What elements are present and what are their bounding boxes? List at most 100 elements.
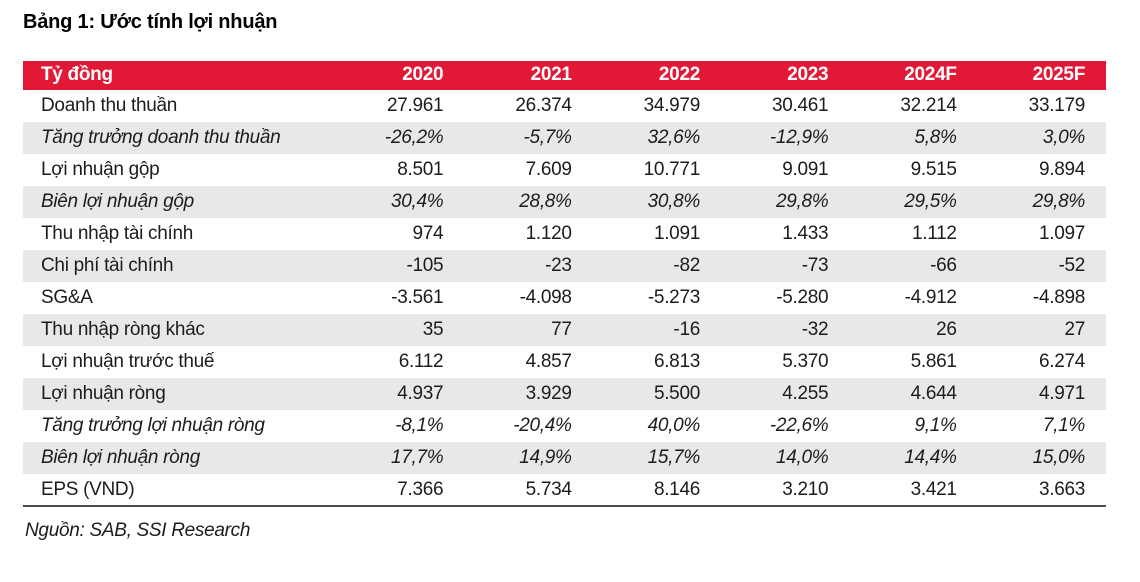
value-cell: 9.091: [782, 159, 829, 180]
profit-estimates-table: Tỷ đồng 2020 2021 2022 2023 2024F 2025F Doanh…: [23, 61, 1106, 507]
unit-label-header-cell: Tỷ đồng: [23, 61, 336, 90]
year-header-cell: 2025F: [977, 61, 1106, 90]
value-cell: 9,1%: [914, 415, 957, 436]
value-cell: 3,0%: [1042, 127, 1085, 148]
value-cell: -3.561: [391, 287, 444, 308]
table-row: Biên lợi nhuận gộp 30,4% 28,8% 30,8% 29,8% 29…: [23, 186, 1106, 218]
value-cell: -73: [801, 255, 829, 276]
value-cell: 28,8%: [519, 191, 572, 212]
value-cell: 30.461: [771, 95, 829, 116]
row-label: Lợi nhuận ròng: [41, 383, 166, 404]
value-cell: 8.146: [592, 474, 721, 507]
value-cell: -105: [406, 255, 444, 276]
value-cell: -4.898: [1032, 287, 1085, 308]
table-row: Chi phí tài chính -105 -23 -82 -73 -66 -52: [23, 250, 1106, 282]
row-label: Thu nhập tài chính: [41, 223, 193, 244]
value-cell: 29,8%: [775, 191, 829, 212]
value-cell: 35: [422, 319, 444, 340]
table-header-row: Tỷ đồng 2020 2021 2022 2023 2024F 2025F: [23, 61, 1106, 90]
value-cell: -26,2%: [384, 127, 444, 148]
table-row: Lợi nhuận gộp 8.501 7.609 10.771 9.091 9.515 9…: [23, 154, 1106, 186]
value-cell: 1.097: [1038, 223, 1085, 244]
value-cell: -5.280: [776, 287, 829, 308]
table-row: Tăng trưởng lợi nhuận ròng -8,1% -20,4% 40,…: [23, 410, 1106, 442]
table-row: Lợi nhuận trước thuế 6.112 4.857 6.813 5.370…: [23, 346, 1106, 378]
value-cell: 27.961: [387, 95, 444, 116]
value-cell: 9.894: [1038, 159, 1085, 180]
value-cell: 30,8%: [647, 191, 701, 212]
value-cell: 3.663: [977, 474, 1106, 507]
value-cell: -22,6%: [769, 415, 829, 436]
table-row: Doanh thu thuần 27.961 26.374 34.979 30.461 3…: [23, 90, 1106, 122]
row-label: Thu nhập ròng khác: [41, 319, 205, 340]
value-cell: 27: [1064, 319, 1085, 340]
table-row: Biên lợi nhuận ròng 17,7% 14,9% 15,7% 14,0% 1…: [23, 442, 1106, 474]
table-row: Thu nhập ròng khác 35 77 -16 -32 26 27: [23, 314, 1106, 346]
value-cell: 29,8%: [1032, 191, 1086, 212]
value-cell: 77: [551, 319, 572, 340]
value-cell: -82: [673, 255, 700, 276]
value-cell: -5.273: [647, 287, 700, 308]
value-cell: 40,0%: [647, 415, 701, 436]
value-cell: 6.813: [653, 351, 700, 372]
value-cell: -66: [930, 255, 957, 276]
value-cell: -5,7%: [523, 127, 572, 148]
row-label: Tăng trưởng lợi nhuận ròng: [41, 415, 265, 436]
value-cell: 4.857: [525, 351, 572, 372]
year-header-cell: 2023: [720, 61, 850, 90]
value-cell: -16: [673, 319, 700, 340]
value-cell: 8.501: [397, 159, 444, 180]
row-label: Lợi nhuận trước thuế: [41, 351, 215, 372]
value-cell: 974: [412, 223, 444, 244]
value-cell: 14,0%: [775, 447, 829, 468]
year-header-cell: 2024F: [849, 61, 978, 90]
value-cell: 10.771: [643, 159, 701, 180]
table-row: SG&A -3.561 -4.098 -5.273 -5.280 -4.912 -4.898: [23, 282, 1106, 314]
value-cell: 26: [936, 319, 957, 340]
row-label: SG&A: [41, 287, 93, 308]
value-cell: 15,7%: [647, 447, 701, 468]
value-cell: 3.421: [849, 474, 978, 507]
value-cell: 4.937: [397, 383, 444, 404]
value-cell: 4.971: [1038, 383, 1085, 404]
value-cell: 5.861: [910, 351, 957, 372]
value-cell: 14,4%: [904, 447, 957, 468]
value-cell: 5.370: [782, 351, 829, 372]
value-cell: 1.112: [912, 223, 957, 244]
value-cell: 4.644: [910, 383, 957, 404]
value-cell: 6.274: [1038, 351, 1085, 372]
value-cell: -52: [1058, 255, 1085, 276]
value-cell: 5.500: [653, 383, 700, 404]
value-cell: -4.912: [904, 287, 957, 308]
value-cell: 3.929: [525, 383, 572, 404]
value-cell: 1.120: [525, 223, 572, 244]
row-label: EPS (VND): [23, 474, 336, 507]
value-cell: 26.374: [515, 95, 572, 116]
value-cell: -20,4%: [513, 415, 572, 436]
value-cell: 32.214: [900, 95, 957, 116]
page-title: Bảng 1: Ước tính lợi nhuận: [23, 11, 278, 33]
source-note: Nguồn: SAB, SSI Research: [25, 520, 251, 541]
value-cell: 6.112: [398, 351, 444, 372]
row-label: Doanh thu thuần: [41, 95, 178, 116]
value-cell: 9.515: [910, 159, 957, 180]
value-cell: -4.098: [519, 287, 572, 308]
row-label: Biên lợi nhuận ròng: [41, 447, 200, 468]
value-cell: 34.979: [643, 95, 701, 116]
value-cell: 5,8%: [914, 127, 957, 148]
value-cell: 5.734: [464, 474, 593, 507]
value-cell: -12,9%: [769, 127, 829, 148]
value-cell: 33.179: [1028, 95, 1086, 116]
value-cell: 17,7%: [390, 447, 444, 468]
value-cell: 15,0%: [1032, 447, 1086, 468]
value-cell: 30,4%: [390, 191, 444, 212]
year-header-cell: 2022: [592, 61, 721, 90]
value-cell: 4.255: [782, 383, 829, 404]
value-cell: 29,5%: [904, 191, 957, 212]
table-header: Tỷ đồng 2020 2021 2022 2023 2024F 2025F: [23, 61, 1106, 90]
row-label: Biên lợi nhuận gộp: [41, 191, 194, 212]
value-cell: -32: [801, 319, 829, 340]
value-cell: 7.366: [336, 474, 465, 507]
year-header-cell: 2020: [336, 61, 465, 90]
value-cell: 14,9%: [519, 447, 572, 468]
